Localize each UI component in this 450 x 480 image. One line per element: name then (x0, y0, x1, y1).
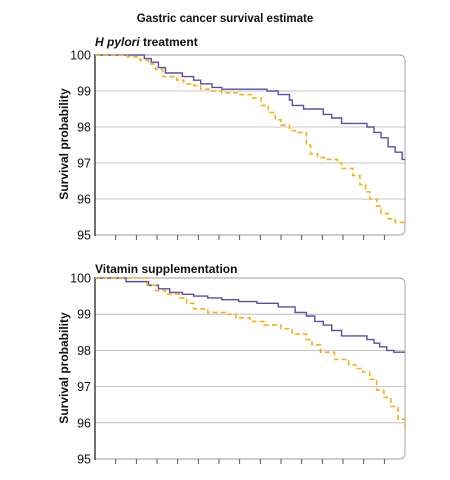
y-tick-label: 95 (77, 453, 91, 467)
chart-h-pylori: 95 96 97 98 99 100 (70, 49, 406, 243)
panel-title-rest: treatment (139, 35, 198, 49)
y-tick-label: 100 (70, 272, 91, 286)
panel-title-italic: H pylori (95, 35, 140, 49)
y-tick-label: 98 (77, 344, 91, 358)
y-tick-label: 99 (77, 85, 91, 99)
figure-title: Gastric cancer survival estimate (136, 13, 314, 25)
y-tick-label: 97 (77, 157, 91, 171)
y-tick-label: 99 (77, 308, 91, 322)
control-survival-curve (95, 54, 405, 224)
control-survival-curve (95, 277, 406, 429)
panel-title-vitamin: Vitamin supplementation (95, 262, 237, 276)
chart-vitamin: 95 96 97 98 99 100 (70, 272, 406, 467)
y-tick-label: 98 (77, 121, 91, 135)
y-tick-label: 97 (77, 380, 91, 394)
y-tick-label: 96 (77, 416, 91, 430)
y-tick-label: 96 (77, 193, 91, 207)
panel-title-rest: Vitamin supplementation (95, 262, 238, 276)
y-tick-label: 100 (70, 49, 91, 63)
treatment-survival-curve (95, 54, 405, 161)
y-tick-label: 95 (77, 229, 91, 243)
plot-frame (95, 54, 406, 236)
plot-frame (95, 277, 406, 460)
treatment-survival-curve (95, 277, 405, 353)
panel-title-h-pylori: H pylori treatment (95, 35, 198, 49)
